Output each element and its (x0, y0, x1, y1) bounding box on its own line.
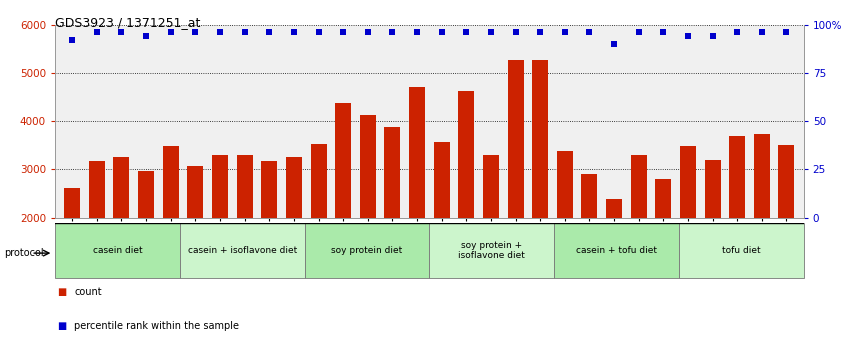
Bar (705, 160, 721, 314)
Point (140, 34, 153, 39)
Bar (680, 146, 696, 314)
Bar (360, 115, 376, 314)
Bar (261, 161, 277, 314)
Bar (754, 134, 770, 314)
Point (65, 38, 79, 43)
Point (459, 30, 473, 35)
Bar (532, 59, 548, 314)
Bar (55, 223, 179, 278)
Point (361, 30, 375, 35)
Bar (459, 91, 475, 314)
Point (583, 30, 596, 35)
Text: GDS3923 / 1371251_at: GDS3923 / 1371251_at (55, 16, 201, 29)
Point (337, 30, 350, 35)
Bar (508, 59, 524, 314)
Point (410, 30, 424, 35)
Point (164, 30, 178, 35)
Bar (212, 155, 228, 314)
Point (189, 30, 202, 35)
Bar (581, 174, 597, 314)
Point (632, 30, 645, 35)
Bar (434, 142, 450, 314)
Point (730, 30, 744, 35)
Point (558, 30, 572, 35)
Bar (286, 157, 302, 314)
Point (90, 30, 103, 35)
Bar (557, 151, 573, 314)
Point (262, 30, 276, 35)
Bar (138, 171, 154, 314)
Bar (656, 179, 672, 314)
Bar (554, 223, 678, 278)
Point (238, 30, 251, 35)
Bar (729, 136, 745, 314)
Point (213, 30, 227, 35)
Point (435, 30, 448, 35)
Point (706, 34, 719, 39)
Point (755, 30, 769, 35)
Point (386, 30, 399, 35)
Text: count: count (74, 287, 102, 297)
Bar (429, 223, 554, 278)
Text: ■: ■ (58, 321, 67, 331)
Text: tofu diet: tofu diet (722, 246, 761, 255)
Bar (778, 145, 794, 314)
Bar (113, 157, 129, 314)
Bar (678, 223, 804, 278)
Text: protocol: protocol (4, 248, 44, 258)
Bar (237, 155, 253, 314)
Point (287, 30, 300, 35)
Text: soy protein diet: soy protein diet (332, 246, 403, 255)
Bar (384, 127, 400, 314)
Bar (187, 166, 203, 314)
Bar (64, 188, 80, 314)
Point (115, 30, 129, 35)
Point (508, 30, 522, 35)
Text: casein + tofu diet: casein + tofu diet (576, 246, 657, 255)
Bar (305, 223, 429, 278)
Point (484, 30, 497, 35)
Text: casein + isoflavone diet: casein + isoflavone diet (188, 246, 297, 255)
Bar (483, 155, 499, 314)
Point (311, 30, 325, 35)
Point (656, 30, 670, 35)
Point (534, 30, 547, 35)
Text: ■: ■ (58, 287, 67, 297)
Bar (335, 103, 351, 314)
Point (780, 30, 794, 35)
Bar (409, 86, 425, 314)
Text: percentile rank within the sample: percentile rank within the sample (74, 321, 239, 331)
Bar (162, 146, 179, 314)
Point (607, 41, 621, 47)
Bar (310, 144, 327, 314)
Bar (89, 161, 105, 314)
Point (681, 34, 695, 39)
Text: soy protein +
isoflavone diet: soy protein + isoflavone diet (459, 241, 525, 260)
Bar (179, 223, 305, 278)
Bar (630, 155, 646, 314)
Bar (606, 199, 622, 314)
Text: casein diet: casein diet (92, 246, 142, 255)
